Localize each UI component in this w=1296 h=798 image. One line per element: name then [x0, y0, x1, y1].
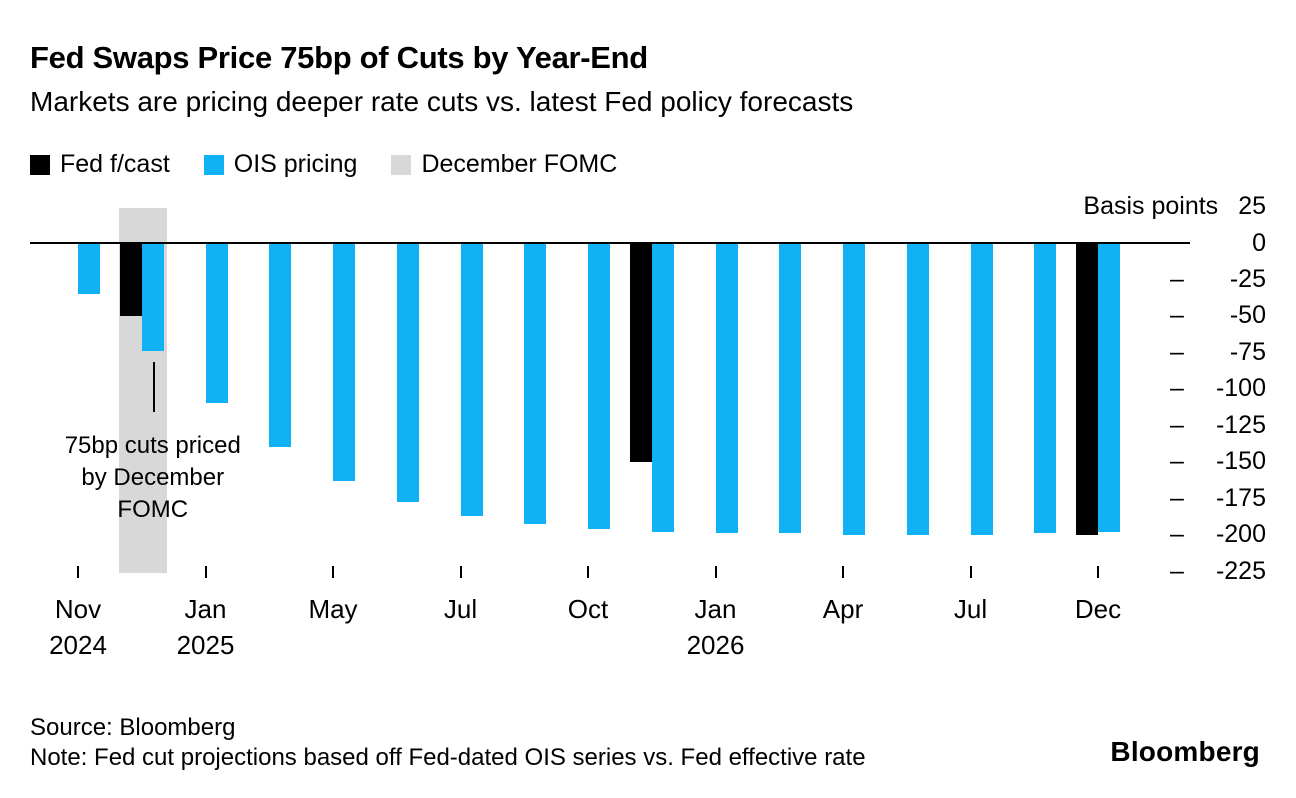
ois-pricing-bar [269, 243, 292, 448]
y-axis-tick-mark: – [1170, 520, 1184, 549]
x-axis-month-label: Jul [443, 594, 478, 624]
fed-forecast-bar [119, 243, 142, 316]
x-axis-month-label: Jan [694, 594, 737, 624]
ois-pricing-bar [1098, 243, 1120, 532]
y-axis-tick-label: -175 [1215, 483, 1266, 512]
chart-subtitle: Markets are pricing deeper rate cuts vs.… [30, 86, 854, 117]
x-axis-month-label: Dec [1074, 594, 1122, 624]
x-axis-year-label: 2024 [49, 630, 107, 660]
y-axis-row: – -75 [1170, 336, 1266, 368]
ois-pricing-bar [396, 243, 419, 503]
y-axis-tick-label: 0 [1252, 228, 1266, 257]
ois-pricing-bar [333, 243, 355, 481]
ois-pricing-bar [906, 243, 929, 535]
y-axis-row: – -25 [1170, 263, 1266, 295]
annotation-pointer-line [152, 362, 155, 412]
y-axis-title: Basis points [1083, 192, 1219, 221]
y-axis-tick-mark: – [1170, 264, 1184, 293]
x-axis-month-label: Jan [184, 594, 227, 624]
y-axis-row: – -225 [1170, 555, 1266, 587]
y-axis-tick-mark: – [1170, 301, 1184, 330]
ois-pricing-bar [651, 243, 674, 532]
x-axis-tick [714, 566, 717, 578]
y-axis-row: 0 [1252, 227, 1266, 259]
y-axis-row: Basis points 25 [1083, 191, 1266, 223]
y-axis-tick-label: -150 [1215, 447, 1266, 476]
x-axis-month-label: Apr [822, 594, 864, 624]
legend-label: December FOMC [421, 150, 618, 178]
legend-swatch [30, 154, 50, 175]
y-axis-row: – -100 [1170, 373, 1266, 405]
ois-pricing-bar [460, 243, 483, 516]
x-axis-tick [1097, 566, 1099, 578]
ois-pricing-bar [843, 243, 865, 535]
ois-pricing-bar [141, 243, 164, 351]
x-axis-tick [332, 566, 334, 578]
x-axis-month-label: Oct [567, 594, 609, 624]
y-axis-tick-label: -25 [1229, 264, 1266, 293]
ois-pricing-bar [205, 243, 228, 404]
y-axis-row: – -125 [1170, 409, 1266, 441]
legend-label: OIS pricing [233, 150, 358, 178]
ois-pricing-bar [588, 243, 610, 529]
y-axis-tick-label: -75 [1229, 337, 1266, 366]
y-axis-tick-label: -125 [1215, 410, 1266, 439]
y-axis-tick-label: 25 [1238, 192, 1266, 221]
legend-swatch [203, 154, 224, 175]
legend-item-december-fomc: December FOMC [391, 150, 617, 179]
y-axis-tick-label: -50 [1229, 301, 1266, 330]
fed-forecast-bar [1076, 243, 1098, 535]
x-axis-year-label: 2026 [686, 630, 745, 660]
legend: Fed f/cast OIS pricing December FOMC [30, 150, 617, 179]
y-axis-tick-label: -200 [1215, 520, 1266, 549]
ois-pricing-bar [779, 243, 802, 534]
x-axis-tick [204, 566, 207, 578]
x-axis-month-label: Nov [54, 594, 102, 624]
legend-swatch [391, 154, 412, 175]
y-axis-row: – -150 [1170, 446, 1266, 478]
legend-item-ois-pricing: OIS pricing [203, 150, 358, 179]
y-axis-tick-mark: – [1170, 556, 1184, 585]
x-axis-tick [77, 566, 79, 578]
x-axis-year-label: 2025 [176, 630, 235, 660]
note-text: Note: Fed cut projections based off Fed-… [30, 744, 866, 771]
source-text: Source: Bloomberg [30, 714, 236, 741]
zero-axis-line [30, 242, 1190, 244]
ois-pricing-bar [524, 243, 547, 525]
y-axis-tick-label: -100 [1215, 374, 1266, 403]
x-axis-tick [969, 566, 972, 578]
ois-pricing-bar [1034, 243, 1057, 534]
y-axis-tick-mark: – [1170, 483, 1184, 512]
y-axis-tick-label: -225 [1215, 556, 1266, 585]
y-axis-tick-mark: – [1170, 337, 1184, 366]
y-axis-row: – -175 [1170, 482, 1266, 514]
y-axis-tick-mark: – [1170, 374, 1184, 403]
ois-pricing-bar [970, 243, 993, 535]
x-axis-month-label: Jul [953, 594, 988, 624]
ois-pricing-bar [715, 243, 738, 534]
chart-title: Fed Swaps Price 75bp of Cuts by Year-End [30, 40, 648, 75]
y-axis-row: – -50 [1170, 300, 1266, 332]
annotation-text: 75bp cuts priced by December FOMC [64, 432, 241, 523]
x-axis-tick [842, 566, 844, 578]
legend-label: Fed f/cast [60, 150, 170, 178]
x-axis-month-label: May [308, 594, 358, 624]
bloomberg-logo: Bloomberg [1110, 736, 1260, 767]
legend-item-fed-f-cast: Fed f/cast [30, 150, 170, 179]
fed-forecast-bar [629, 243, 652, 462]
y-axis-tick-mark: – [1170, 447, 1184, 476]
x-axis-tick [587, 566, 589, 578]
y-axis-row: – -200 [1170, 519, 1266, 551]
x-axis-tick [459, 566, 462, 578]
y-axis-tick-mark: – [1170, 410, 1184, 439]
ois-pricing-bar [78, 243, 100, 295]
